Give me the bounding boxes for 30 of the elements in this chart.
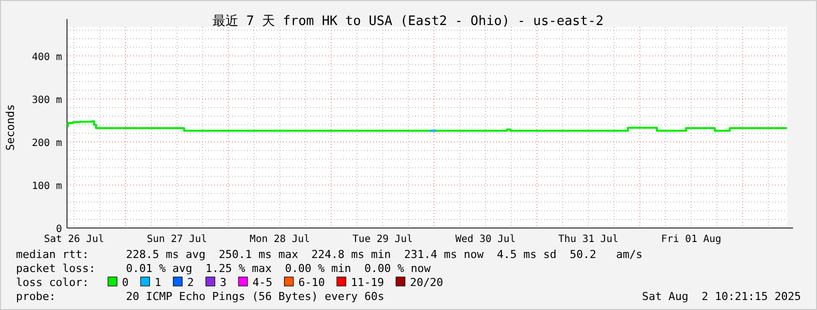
- legend-label: 6-10: [298, 276, 325, 289]
- legend-label: 20/20: [410, 276, 444, 289]
- legend-label: 4-5: [252, 276, 272, 289]
- text: 228.5 ms avg 250.1 ms max 224.8 ms min 231.4 ms now 4.5 ms sd 50.2 am/s: [126, 248, 643, 261]
- x-tick-label: Wed 30 Jul: [455, 234, 516, 245]
- y-tick-label: 200 m: [32, 138, 62, 149]
- y-axis-title: Seconds: [4, 104, 17, 151]
- x-tick-label: Tue 29 Jul: [352, 234, 413, 245]
- text: 20 ICMP Echo Pings (56 Bytes) every 60s: [126, 290, 384, 303]
- x-tick-label: Sat 26 Jul: [44, 234, 104, 245]
- legend-label: 1: [154, 276, 162, 289]
- legend-label: 11-19: [350, 276, 384, 289]
- legend-label: 0: [122, 276, 129, 289]
- legend-label: 2: [187, 276, 194, 289]
- text: packet loss:: [16, 262, 96, 275]
- text: median rtt:: [16, 248, 89, 261]
- chart-title: 最近 7 天 from HK to USA (East2 - Ohio) - us-east-2: [212, 14, 604, 29]
- y-tick-label: 0: [56, 224, 62, 235]
- y-tick-label: 100 m: [32, 180, 62, 192]
- x-tick-label: Fri 01 Aug: [661, 234, 722, 245]
- text: 0.01 % avg 1.25 % max 0.00 % min 0.00 % now: [126, 262, 432, 275]
- legend-label: 3: [220, 276, 226, 289]
- x-tick-label: Sun 27 Jul: [146, 234, 208, 245]
- x-tick-label: Mon 28 Jul: [250, 234, 310, 245]
- text: Sat Aug 2 10:21:15 2025: [642, 290, 801, 303]
- text: probe:: [16, 290, 56, 303]
- y-tick-label: 300 m: [32, 94, 62, 106]
- legend-title: loss color:: [16, 276, 89, 289]
- y-tick-label: 400 m: [32, 52, 62, 63]
- x-tick-label: Thu 31 Jul: [558, 234, 618, 245]
